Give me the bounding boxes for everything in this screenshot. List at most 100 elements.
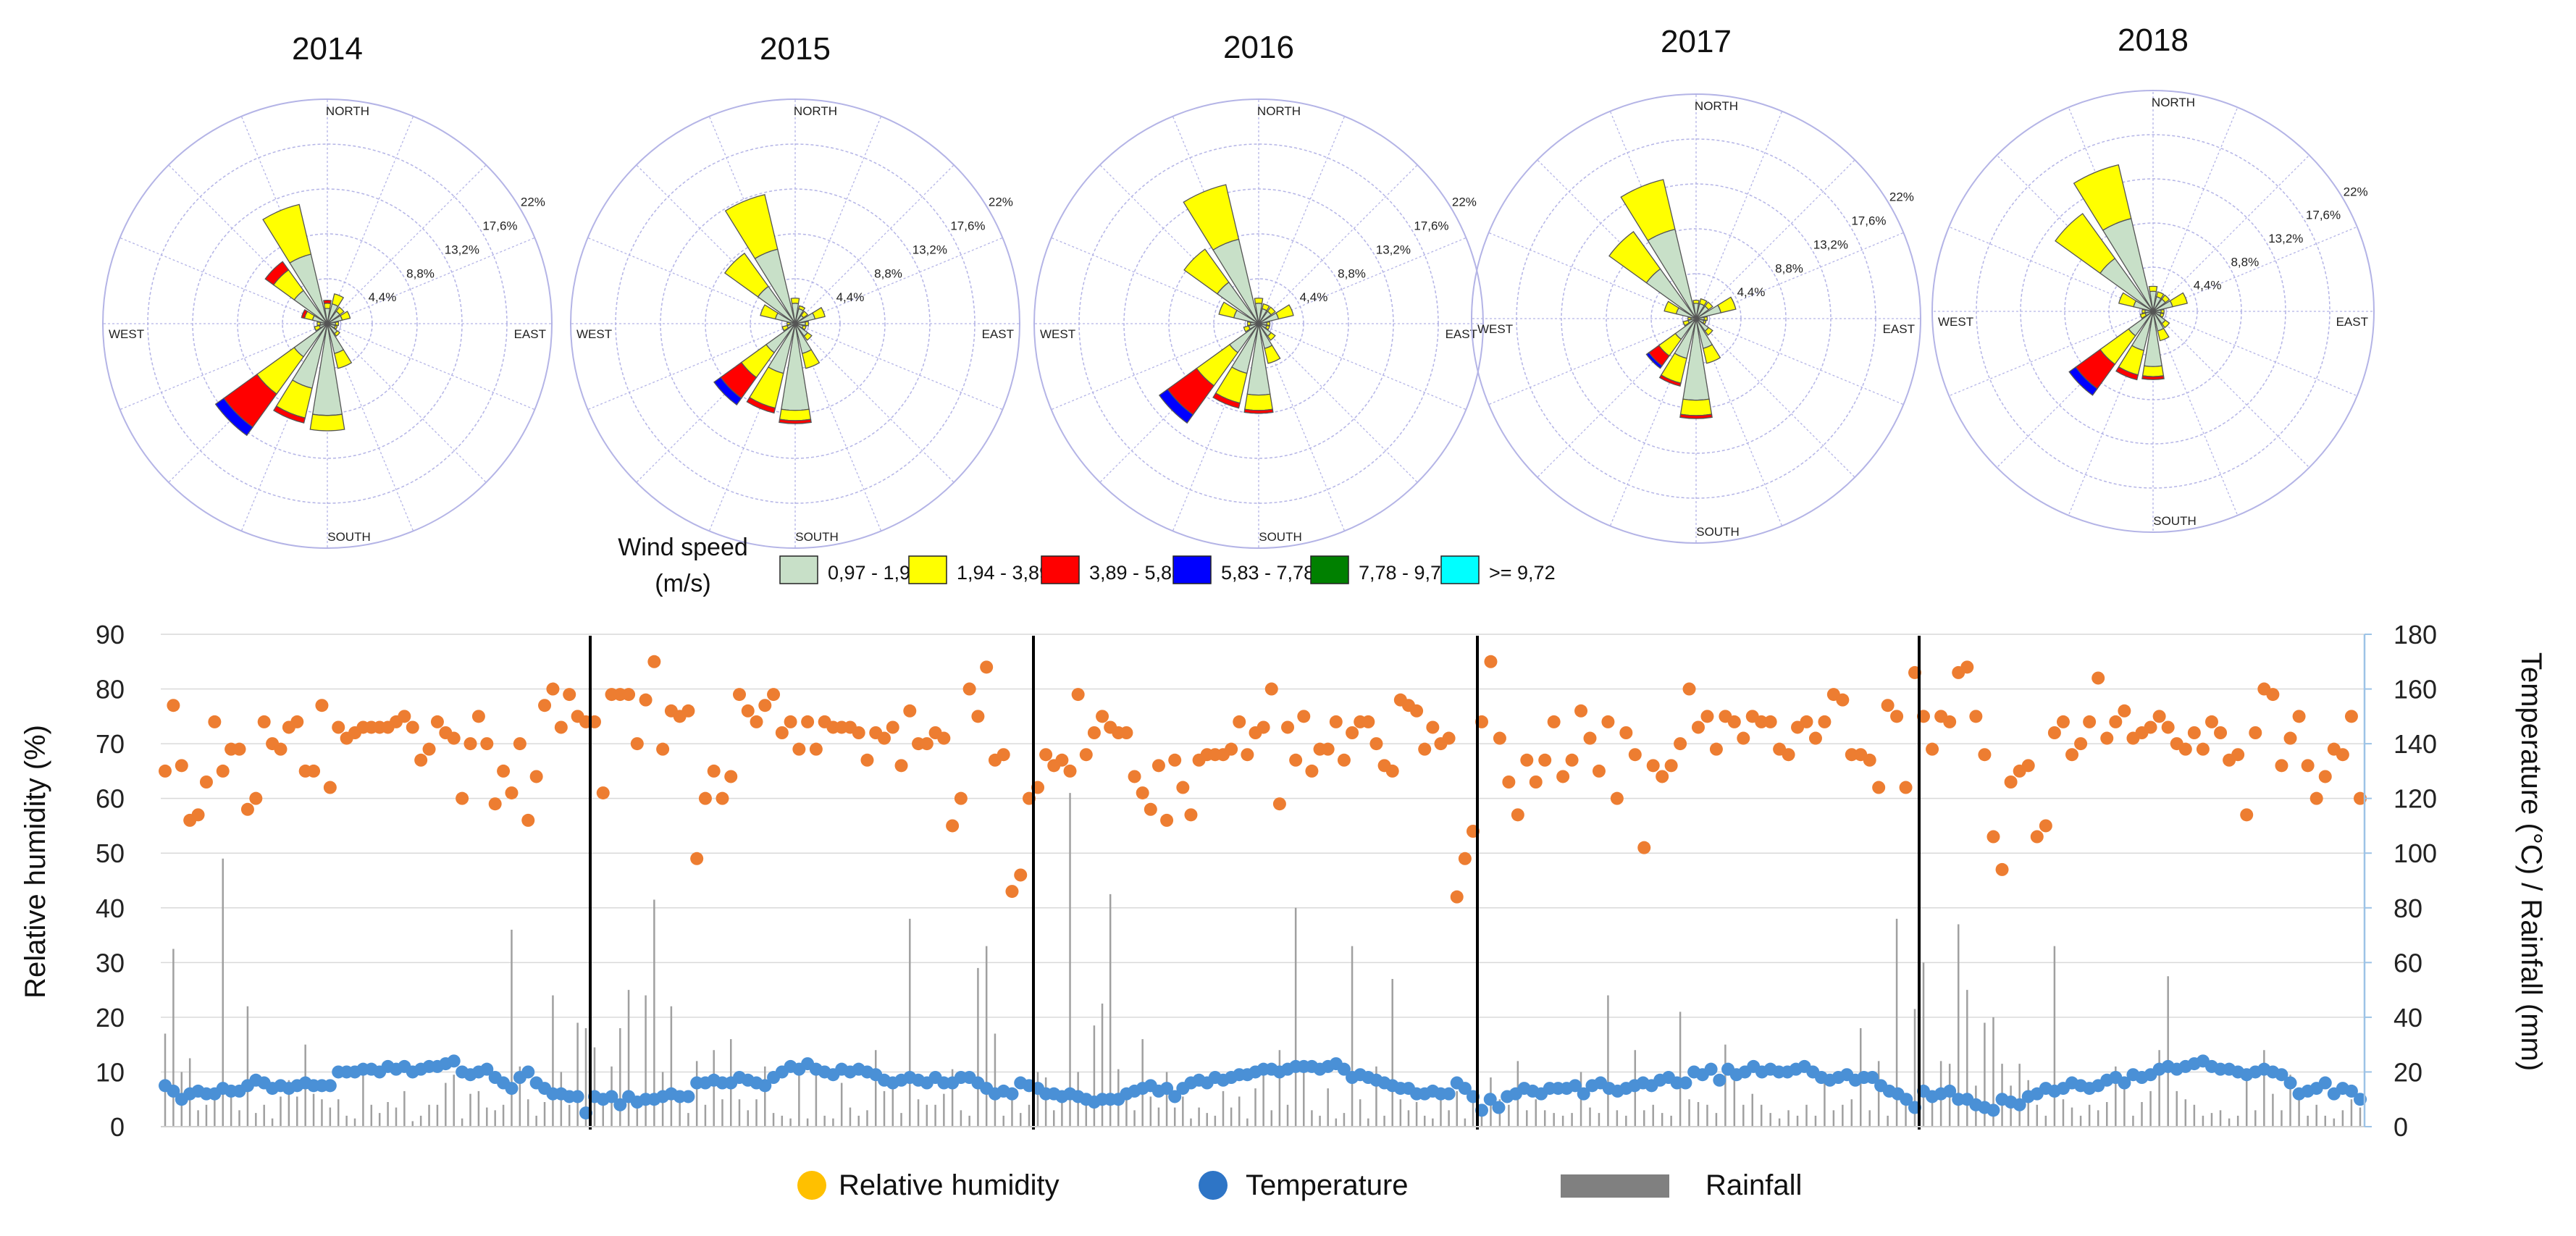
compass-south-label: SOUTH — [327, 530, 371, 544]
temperature-point — [521, 1065, 535, 1079]
rose-wedge-NNE-1 — [1699, 298, 1708, 306]
humidity-point — [1556, 770, 1570, 783]
rose-grid-spoke — [1258, 323, 1346, 531]
y-tick-left: 50 — [96, 838, 125, 868]
y-tick-left: 30 — [96, 948, 125, 978]
humidity-point — [1808, 731, 1822, 745]
humidity-point — [1520, 753, 1534, 767]
radial-tick-label: 13,2% — [2268, 232, 2303, 245]
compass-west-label: WEST — [1938, 315, 1973, 329]
humidity-point — [1305, 764, 1319, 778]
compass-north-label: NORTH — [1257, 104, 1301, 118]
humidity-point — [656, 742, 670, 756]
rose-grid-spoke — [2152, 106, 2239, 312]
rose-wedge-WNW-1 — [1218, 301, 1238, 319]
humidity-point — [1484, 655, 1498, 668]
humidity-point — [1005, 885, 1019, 899]
rose-grid-spoke — [794, 323, 1003, 411]
rose-wedge-NE-1 — [800, 310, 809, 319]
humidity-point — [422, 742, 436, 756]
humidity-point — [1079, 748, 1093, 762]
rose-wedge-E-1 — [335, 321, 340, 327]
legend-swatch — [1310, 555, 1349, 584]
radial-tick-label: 8,8% — [2231, 255, 2259, 269]
humidity-point — [488, 797, 502, 811]
rose-wedge-SE-1 — [333, 329, 341, 337]
rose-wedge-NNW-1 — [1620, 179, 1676, 242]
rose-grid-spoke — [327, 323, 535, 411]
humidity-point — [639, 693, 653, 707]
rose-wedge-NW-2 — [264, 261, 290, 286]
rose-grid-spoke — [168, 323, 328, 483]
humidity-point — [920, 737, 934, 751]
y-tick-right: 80 — [2394, 894, 2422, 923]
temperature-legend-marker — [1199, 1171, 1228, 1200]
humidity-point — [1233, 715, 1246, 728]
rose-grid-spoke — [327, 116, 414, 324]
humidity-point — [2056, 715, 2070, 728]
humidity-point — [1565, 753, 1579, 767]
rose-wedge-NE-1 — [335, 306, 345, 316]
humidity-point — [1709, 742, 1723, 756]
y-axis-label-left: Relative humidity (%) — [20, 725, 51, 999]
humidity-point — [1592, 764, 1606, 778]
rose-grid-spoke — [1258, 323, 1467, 411]
humidity-point — [2196, 742, 2210, 756]
y-tick-left: 70 — [96, 729, 125, 759]
rose-grid-spoke — [2152, 154, 2310, 312]
y-tick-right: 160 — [2394, 675, 2437, 705]
humidity-point — [1289, 753, 1303, 767]
rose-grid-spoke — [2152, 311, 2310, 468]
temperature-point — [613, 1098, 627, 1111]
humidity-point — [505, 786, 519, 800]
humidity-point — [1960, 660, 1974, 674]
temperature-legend-label: Temperature — [1246, 1169, 1409, 1201]
humidity-point — [1096, 710, 1109, 723]
humidity-point — [2152, 710, 2166, 723]
temperature-point — [2354, 1093, 2367, 1106]
rose-wedge-NE-1 — [1267, 306, 1276, 316]
rose-grid-spoke — [708, 323, 796, 531]
temperature-point — [1577, 1087, 1590, 1101]
humidity-point — [1538, 753, 1552, 767]
radial-tick-label: 13,2% — [1376, 243, 1411, 256]
humidity-point — [232, 742, 246, 756]
rose-grid-spoke — [119, 237, 328, 324]
y-tick-left: 20 — [96, 1003, 125, 1033]
temperature-point — [571, 1090, 584, 1103]
humidity-point — [199, 775, 213, 789]
humidity-point — [1493, 731, 1506, 745]
humidity-point — [563, 688, 576, 702]
humidity-point — [456, 791, 469, 805]
compass-west-label: WEST — [576, 327, 612, 341]
humidity-point — [1926, 742, 1939, 756]
temperature-point — [1337, 1062, 1351, 1076]
y-axis-label-right: Temperature (°C) / Rainfall (mm) — [2515, 652, 2547, 1071]
humidity-point — [1845, 748, 1858, 762]
rose-grid-spoke — [327, 323, 414, 531]
humidity-point — [2240, 808, 2254, 822]
humidity-point — [1442, 731, 1456, 745]
humidity-point — [1184, 808, 1198, 822]
rose-wedge-S-2 — [1243, 408, 1274, 414]
humidity-point — [1601, 715, 1615, 728]
rose-wedge-SE-1 — [803, 332, 813, 341]
humidity-point — [886, 720, 899, 734]
rose-grid-spoke — [1537, 159, 1697, 319]
rose-grid-spoke — [119, 323, 328, 411]
y-tick-left: 10 — [96, 1057, 125, 1087]
rose-wedge-W-1 — [1246, 321, 1251, 327]
legend-label: 5,83 - 7,78 — [1221, 562, 1314, 584]
humidity-point — [2344, 710, 2358, 723]
humidity-point — [257, 715, 271, 728]
wind-rose-title: 2018 — [2118, 22, 2189, 58]
rose-wedge-SSW-2 — [1212, 392, 1241, 409]
radial-tick-label: 8,8% — [1338, 266, 1366, 280]
temperature-point — [1943, 1084, 1957, 1098]
humidity-point — [1346, 726, 1359, 739]
humidity-point — [1362, 715, 1375, 728]
compass-north-label: NORTH — [1695, 99, 1738, 113]
humidity-point — [2354, 791, 2367, 805]
rose-grid-spoke — [327, 164, 487, 324]
